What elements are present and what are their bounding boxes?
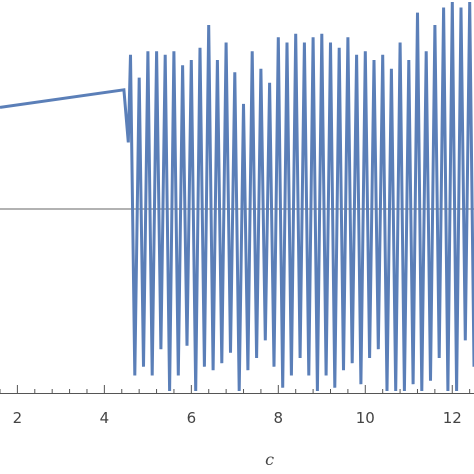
x-tick-label: 6 xyxy=(187,409,197,427)
x-tick-label: 8 xyxy=(274,409,284,427)
x-tick-label: 12 xyxy=(443,409,462,427)
x-tick-label: 2 xyxy=(13,409,23,427)
series-line-0 xyxy=(0,1,474,392)
x-tick-label: 10 xyxy=(356,409,375,427)
x-axis-label: c xyxy=(265,450,274,469)
x-tick-label: 4 xyxy=(100,409,110,427)
